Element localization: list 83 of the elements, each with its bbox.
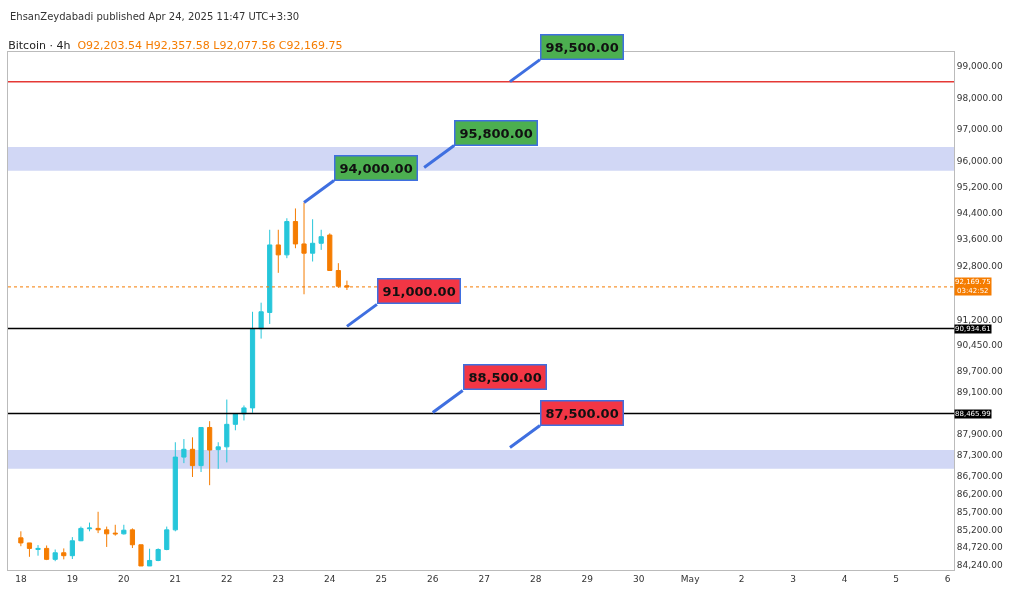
annotation: 95,800.00 <box>459 125 533 141</box>
x-tick-label: 25 <box>375 573 387 584</box>
candlestick <box>121 524 127 536</box>
candlestick <box>232 413 238 431</box>
x-tick-label: May <box>680 573 701 584</box>
y-tick-label: 86,700.00 <box>956 471 1003 482</box>
y-tick-label: 94,400.00 <box>956 208 1003 219</box>
x-tick-label: 24 <box>324 573 336 584</box>
x-tick-label: 3 <box>790 573 796 584</box>
x-tick-label: 22 <box>221 573 233 584</box>
y-tick-label: 85,700.00 <box>956 506 1003 517</box>
candlestick <box>310 218 316 263</box>
annotation: 87,500.00 <box>545 405 619 421</box>
candlestick <box>224 399 230 463</box>
candlestick <box>155 547 161 562</box>
x-tick-label: 21 <box>169 573 182 584</box>
candlestick <box>284 217 290 259</box>
candlestick <box>198 426 204 473</box>
candlestick <box>95 511 101 534</box>
candlestick <box>78 526 84 542</box>
candlestick <box>275 229 281 274</box>
y-tick-label: 90,450.00 <box>956 340 1003 351</box>
x-tick-label: 6 <box>944 573 951 584</box>
candlestick <box>181 438 187 464</box>
x-tick-label: 29 <box>581 573 594 584</box>
x-tick-label: 2 <box>738 573 745 584</box>
candlestick <box>327 232 333 271</box>
annotation: 88,500.00 <box>468 369 542 385</box>
candlestick <box>86 522 93 532</box>
y-tick-label: 97,000.00 <box>956 124 1003 135</box>
y-tick-label: 87,300.00 <box>956 449 1003 460</box>
candlestick <box>292 207 299 249</box>
y-tick-label: 85,200.00 <box>956 525 1003 535</box>
x-tick-label: 4 <box>841 573 848 584</box>
candlestick <box>172 441 178 532</box>
candlestick <box>52 548 58 562</box>
x-tick-label: 23 <box>272 573 285 584</box>
y-tick-label: 84,720.00 <box>956 542 1003 553</box>
y-tick-label: 96,000.00 <box>956 156 1003 167</box>
annotation: 98,500.00 <box>545 39 619 55</box>
y-tick-label: 95,200.00 <box>956 182 1003 193</box>
annotation: 91,000.00 <box>382 283 456 299</box>
candlestick <box>112 524 118 537</box>
y-tick-label: 93,600.00 <box>956 234 1003 245</box>
candlestick <box>258 302 264 340</box>
candlestick <box>189 436 196 478</box>
y-tick-label: 86,200.00 <box>956 488 1003 499</box>
candlestick <box>18 530 24 547</box>
x-tick-label: 18 <box>15 573 27 584</box>
candlestick <box>215 441 221 470</box>
y-tick-label: 89,700.00 <box>956 365 1003 376</box>
candlestick <box>267 229 273 325</box>
text: EhsanZeydabadi published Apr 24, 2025 11:47 UTC+3:30 <box>10 11 300 22</box>
y-tick-label: 99,000.00 <box>956 61 1003 72</box>
candlestick <box>146 548 153 567</box>
x-tick-label: 20 <box>118 573 130 584</box>
y-tick-label: 84,240.00 <box>956 560 1003 571</box>
chart-subtitle: O92,203.54 H92,357.58 L92,077.56 C92,169.75 <box>77 39 343 53</box>
y-tick-label: 91,200.00 <box>956 314 1003 325</box>
candlestick <box>138 544 144 567</box>
y-tick-label: 92,800.00 <box>956 260 1003 271</box>
chart-title: Bitcoin · 4h <box>8 39 71 53</box>
candlestick <box>61 547 67 560</box>
candlestick <box>318 229 324 251</box>
candlestick <box>35 544 41 557</box>
x-tick-label: 28 <box>529 573 542 584</box>
y-tick-label: 87,900.00 <box>956 428 1003 439</box>
candlestick <box>26 542 33 558</box>
candlestick <box>249 311 256 414</box>
x-tick-label: 30 <box>632 573 645 584</box>
candlestick <box>207 420 213 486</box>
x-tick-label: 27 <box>478 573 490 584</box>
candlestick <box>44 544 50 561</box>
candlestick <box>69 536 75 560</box>
x-tick-label: 5 <box>893 573 899 584</box>
y-tick-label: 89,100.00 <box>956 386 1003 397</box>
x-tick-label: 19 <box>66 573 79 584</box>
y-tick-label: 98,000.00 <box>956 92 1003 103</box>
x-tick-label: 26 <box>427 573 439 584</box>
annotation: 94,000.00 <box>339 160 413 176</box>
candlestick <box>129 527 136 549</box>
candlestick <box>104 526 110 548</box>
candlestick <box>164 526 170 551</box>
